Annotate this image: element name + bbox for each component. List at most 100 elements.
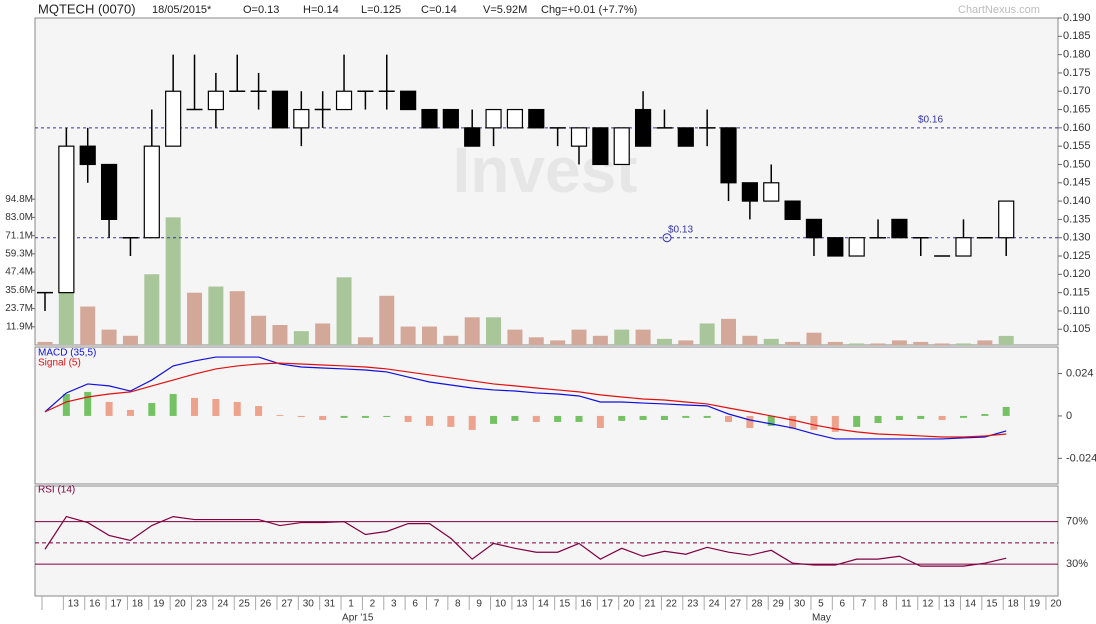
x-tick-label: 19	[1029, 599, 1041, 610]
volume-bar	[229, 291, 245, 345]
volume-bar	[357, 337, 373, 345]
candle-body	[805, 218, 823, 239]
histogram-bar	[490, 415, 498, 424]
candle-body	[421, 108, 438, 129]
candle-body	[528, 108, 545, 129]
histogram-bar	[62, 394, 70, 416]
histogram-bar	[853, 415, 861, 427]
x-tick-label: 13	[944, 599, 956, 610]
x-tick-label: 17	[602, 599, 614, 610]
volume-bar	[827, 341, 843, 345]
x-tick-label: 6	[840, 599, 846, 610]
volume-bar	[785, 341, 801, 345]
candle-body	[613, 127, 630, 166]
x-tick-label: 15	[559, 599, 571, 610]
candle-body	[485, 108, 502, 129]
volume-bar	[699, 323, 715, 345]
series-line	[44, 356, 1007, 440]
series-line	[44, 362, 1007, 438]
candle-body	[763, 182, 780, 202]
macd-panel	[34, 346, 1059, 485]
low: L=0.125	[361, 4, 401, 16]
volume-bar	[208, 286, 224, 345]
x-tick-label: 7	[434, 599, 440, 610]
histogram-bar	[575, 415, 583, 422]
volume-bar	[315, 323, 331, 345]
month-label: Apr '15	[342, 613, 374, 624]
x-tick-label: 31	[324, 599, 336, 610]
candle-body	[998, 200, 1015, 239]
volume-bar	[293, 331, 309, 345]
x-tick-label: 13	[68, 599, 80, 610]
y-tick-label: 0.024	[1066, 367, 1094, 379]
x-tick-label: 13	[516, 599, 528, 610]
x-tick-label: 21	[645, 599, 657, 610]
x-tick-label: 14	[965, 599, 977, 610]
x-tick-label: 14	[538, 599, 550, 610]
candle-body	[207, 90, 224, 111]
volume-tick-label: 35.6M	[5, 285, 33, 296]
x-tick-label: 16	[89, 599, 101, 610]
volume-bar	[80, 306, 96, 345]
volume-bar	[37, 341, 53, 345]
histogram-bar	[639, 415, 647, 421]
y-tick-label: 0.120	[1063, 268, 1091, 280]
histogram-bar	[725, 415, 733, 422]
histogram-bar	[84, 391, 92, 416]
y-tick-label: 0.190	[1063, 12, 1091, 24]
histogram-bar	[917, 415, 925, 419]
volume-bar	[101, 329, 117, 345]
histogram-bar	[319, 415, 327, 421]
histogram-bar	[554, 415, 562, 422]
histogram-bar	[895, 415, 903, 421]
volume-bar	[721, 318, 737, 345]
histogram-bar	[532, 415, 540, 422]
histogram-bar	[789, 415, 797, 429]
candle-body	[79, 145, 96, 166]
date: 18/05/2015*	[152, 4, 212, 16]
volume-tick-label: 83.0M	[5, 212, 33, 223]
y-tick-label: 0.140	[1063, 195, 1091, 207]
histogram-bar	[767, 415, 775, 426]
y-tick-label: 0.110	[1063, 305, 1090, 317]
candle-body	[720, 127, 737, 184]
histogram-bar	[255, 406, 263, 416]
x-tick-label: 12	[922, 599, 934, 610]
volume-bar	[336, 277, 352, 345]
volume-bar	[763, 338, 779, 345]
x-tick-label: 24	[709, 599, 721, 610]
histogram-bar	[297, 415, 305, 418]
y-tick-label: 0	[1066, 410, 1072, 422]
volume-bar	[849, 343, 865, 345]
histogram-bar	[212, 398, 220, 416]
candle-body	[335, 90, 353, 111]
y-tick-label: 0.160	[1063, 122, 1091, 134]
volume-bar	[614, 329, 630, 345]
volume-bar	[187, 292, 203, 345]
volume-bar	[806, 332, 822, 345]
x-tick-label: 26	[260, 599, 272, 610]
y-tick-label: 0.155	[1063, 140, 1091, 152]
candle-body	[827, 237, 844, 257]
histogram-bar	[596, 415, 604, 428]
x-tick-label: 22	[666, 599, 678, 610]
volume-bar	[443, 335, 459, 345]
x-tick-label: 28	[751, 599, 763, 610]
x-tick-label: 18	[132, 599, 144, 610]
legend-entry: MACD (35,5)	[38, 348, 96, 359]
histogram-bar	[191, 397, 199, 416]
x-tick-label: 11	[901, 599, 912, 610]
volume-bar	[913, 341, 929, 345]
candle-body	[143, 145, 160, 239]
histogram-bar	[703, 415, 711, 418]
x-tick-label: 5	[818, 599, 824, 610]
x-tick-label: 6	[412, 599, 418, 610]
x-tick-label: 23	[687, 599, 699, 610]
volume-bar	[165, 217, 181, 345]
histogram-bar	[148, 403, 156, 416]
volume-bar	[464, 317, 480, 345]
volume-bar	[592, 335, 608, 345]
y-tick-label: 0.105	[1063, 323, 1091, 335]
volume-tick-label: 94.8M	[5, 194, 33, 205]
